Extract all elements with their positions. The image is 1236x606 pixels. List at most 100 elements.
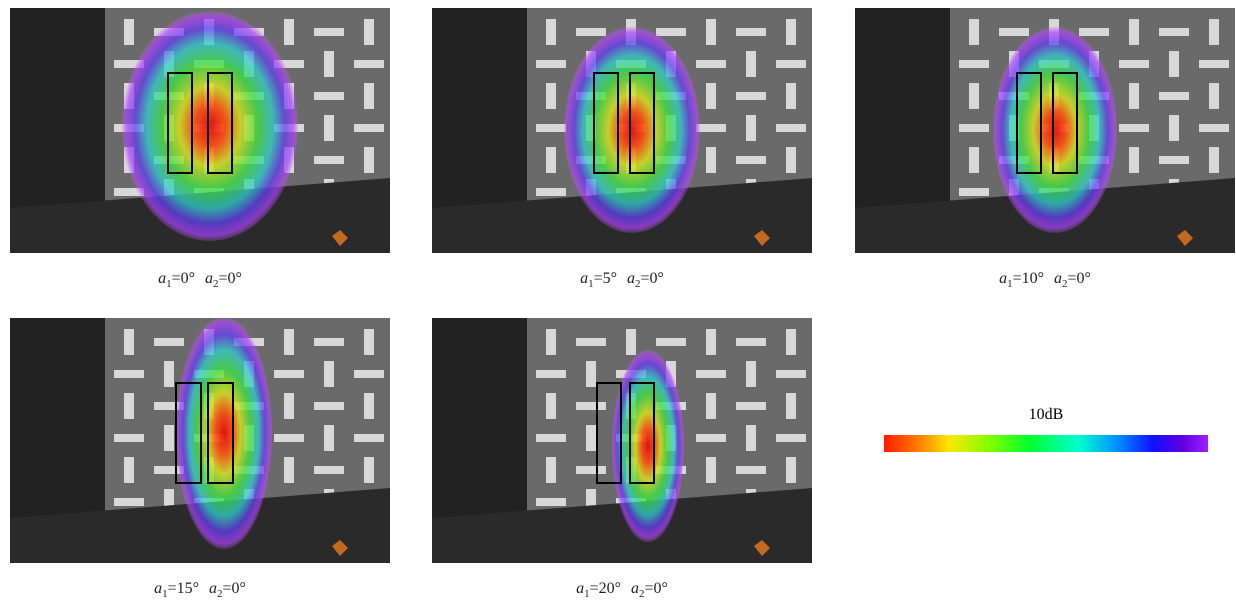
wedge: [786, 83, 796, 109]
wedge: [536, 124, 566, 132]
wedge: [696, 60, 726, 68]
caption: a1=0°a2=0°: [10, 270, 390, 290]
wedge: [546, 19, 556, 45]
wedge: [284, 457, 294, 483]
angle-value: =0°: [1068, 270, 1091, 287]
wedge: [536, 188, 566, 196]
wedge: [164, 425, 174, 451]
heat-map: [993, 27, 1117, 233]
wedge: [576, 28, 606, 36]
wedge: [354, 124, 384, 132]
wedge: [546, 147, 556, 173]
wedge: [364, 393, 374, 419]
wedge: [1159, 92, 1189, 100]
symbol: a: [154, 580, 162, 597]
wedge: [1129, 147, 1139, 173]
wedge: [969, 147, 979, 173]
wedge: [536, 434, 566, 442]
wedge: [314, 92, 344, 100]
wedge: [1129, 19, 1139, 45]
symbol: a: [999, 270, 1007, 287]
wedge: [1129, 83, 1139, 109]
wedge: [746, 361, 756, 387]
wedge: [114, 434, 144, 442]
wedge: [696, 434, 726, 442]
wedge: [959, 124, 989, 132]
wedge: [114, 498, 144, 506]
wedge: [1199, 124, 1229, 132]
wedge: [736, 338, 766, 346]
wedge: [959, 188, 989, 196]
wedge: [586, 361, 596, 387]
wedge: [736, 92, 766, 100]
wedge: [746, 51, 756, 77]
symbol: a: [580, 270, 588, 287]
wedge: [314, 338, 344, 346]
acoustic-image: [10, 318, 390, 563]
wedge: [284, 393, 294, 419]
wedge: [1169, 115, 1179, 141]
wedge: [969, 19, 979, 45]
wedge: [736, 156, 766, 164]
wedge: [364, 329, 374, 355]
wedge: [969, 83, 979, 109]
wedge: [546, 329, 556, 355]
acoustic-image: [10, 8, 390, 253]
wedge: [1209, 147, 1219, 173]
wedge: [354, 370, 384, 378]
wedge: [576, 466, 606, 474]
wedge: [364, 83, 374, 109]
heat-map: [612, 350, 684, 542]
wedge: [124, 393, 134, 419]
symbol: a: [209, 580, 217, 597]
wedge: [696, 370, 726, 378]
wedge: [1209, 83, 1219, 109]
figure: 10dB a1=0°a2=0°a1=5°a2=0°a1=10°a2=0°a1=1…: [0, 0, 1236, 606]
wedge: [999, 28, 1029, 36]
wedge: [656, 338, 686, 346]
wedge: [274, 434, 304, 442]
wedge: [696, 124, 726, 132]
wedge: [536, 370, 566, 378]
wedge: [736, 466, 766, 474]
wedge: [1079, 28, 1109, 36]
wedge: [706, 19, 716, 45]
wedge: [154, 338, 184, 346]
wedge: [706, 329, 716, 355]
wedge: [959, 60, 989, 68]
angle-value: =0°: [172, 270, 195, 287]
angle-value: =0°: [641, 270, 664, 287]
wedge: [746, 115, 756, 141]
acoustic-image: [855, 8, 1235, 253]
symbol: a: [627, 270, 635, 287]
wedge: [314, 466, 344, 474]
wedge: [736, 28, 766, 36]
caption: a1=20°a2=0°: [432, 580, 812, 600]
heat-map: [564, 27, 700, 233]
wedge: [626, 329, 636, 355]
wedge: [314, 156, 344, 164]
wedge: [1169, 51, 1179, 77]
wedge: [114, 370, 144, 378]
wedge: [786, 329, 796, 355]
symbol: a: [631, 580, 639, 597]
wedge: [576, 338, 606, 346]
symbol: a: [576, 580, 584, 597]
wedge: [786, 457, 796, 483]
symbol: a: [1054, 270, 1062, 287]
heat-map: [122, 11, 298, 241]
symbol: a: [158, 270, 166, 287]
wedge: [776, 434, 806, 442]
wedge: [1159, 28, 1189, 36]
wedge: [324, 361, 334, 387]
angle-value: =10°: [1013, 270, 1044, 287]
wedge: [786, 393, 796, 419]
wedge: [1199, 60, 1229, 68]
acoustic-image: [432, 318, 812, 563]
wedge: [706, 147, 716, 173]
wedge: [776, 370, 806, 378]
wedge: [546, 83, 556, 109]
caption: a1=10°a2=0°: [855, 270, 1235, 290]
wedge: [274, 370, 304, 378]
wedge: [786, 19, 796, 45]
